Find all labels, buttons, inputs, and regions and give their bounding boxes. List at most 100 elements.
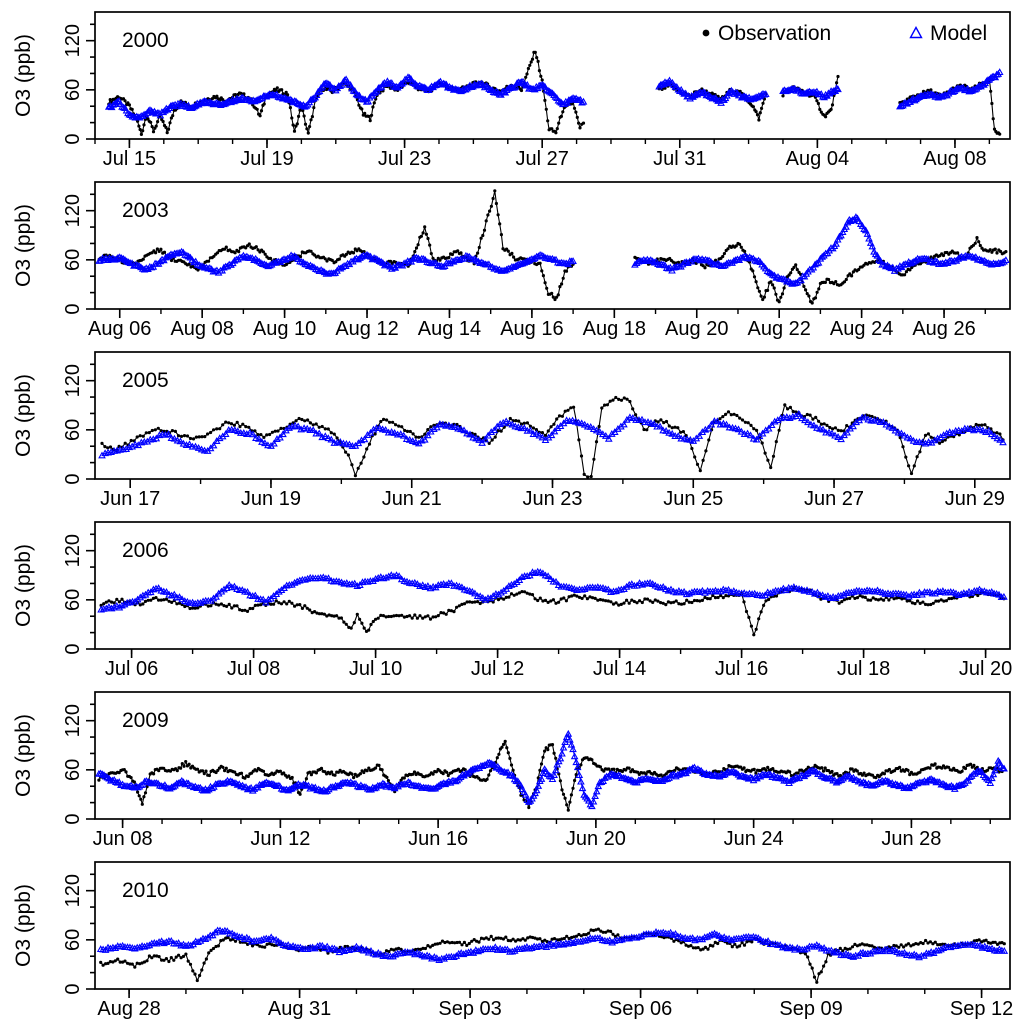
- y-tick-label: 0: [62, 983, 84, 994]
- x-tick-label: Jul 20: [959, 658, 1012, 680]
- y-axis-title: O3 (ppb): [12, 544, 35, 627]
- observation-series-markers: [99, 927, 1006, 984]
- x-tick-label: Jul 06: [105, 658, 158, 680]
- x-tick-label: Jun 19: [241, 488, 301, 510]
- model-series-markers: [104, 68, 1004, 121]
- panel-2003-plot: 0 60 120 O3 (ppb) Aug 06 Aug 08 Aug 10 Aug 12 Au…: [12, 181, 1011, 340]
- legend-model-marker-icon: [909, 26, 923, 39]
- x-tick-label: Jul 16: [715, 658, 768, 680]
- x-tick-label: Jul 23: [378, 148, 431, 170]
- y-axis-title: O3 (ppb): [12, 714, 35, 797]
- y-axis-title: O3 (ppb): [12, 374, 35, 457]
- y-tick-label: 0: [62, 473, 84, 484]
- plot-box: [94, 11, 1011, 140]
- x-tick-label: Sep 03: [438, 998, 501, 1020]
- model-series-markers: [95, 213, 1010, 287]
- x-tick-label: Jun 08: [93, 828, 153, 850]
- x-tick-label: Aug 08: [923, 148, 986, 170]
- panel-2000-plot: 0 60 120 O3 (ppb) Jul 15 Jul 19 Jul 23 Jul 27 Ju…: [12, 11, 1011, 170]
- y-tick-label: 60: [62, 759, 84, 781]
- x-tick-label: Jul 10: [349, 658, 402, 680]
- x-tick-label: Jul 15: [103, 148, 156, 170]
- y-tick-label: 60: [62, 79, 84, 101]
- x-tick-label: Jun 27: [804, 488, 864, 510]
- y-tick-label: 60: [62, 419, 84, 441]
- x-tick-label: Sep 12: [950, 998, 1013, 1020]
- legend-observation-marker-icon: [702, 29, 710, 37]
- year-label: 2005: [122, 369, 169, 392]
- x-tick-label: Aug 24: [830, 318, 893, 340]
- panel-2010-plot: 0 60 120 O3 (ppb) Aug 28 Aug 31 Sep 03 Sep 06 Se…: [12, 861, 1013, 1020]
- y-tick-label: 60: [62, 589, 84, 611]
- y-tick-label: 0: [62, 643, 84, 654]
- plot-box: [94, 181, 1011, 310]
- y-tick-label: 120: [62, 194, 84, 227]
- plot-box: [94, 691, 1011, 820]
- observation-series-markers: [107, 50, 1002, 136]
- panel-2009-plot: 0 60 120 O3 (ppb) Jun 08 Jun 12 Jun 16 Jun 20 Ju…: [12, 691, 1011, 850]
- x-tick-label: Jun 23: [522, 488, 582, 510]
- model-series-markers: [97, 567, 1008, 613]
- y-tick-label: 0: [62, 303, 84, 314]
- x-tick-label: Jun 17: [100, 488, 160, 510]
- model-series-markers: [98, 409, 1007, 459]
- x-tick-label: Aug 18: [583, 318, 646, 340]
- x-tick-label: Jul 14: [593, 658, 646, 680]
- x-tick-label: Jun 25: [663, 488, 723, 510]
- panel-2005-plot: 0 60 120 O3 (ppb) Jun 17 Jun 19 Jun 21 Jun 23 Ju…: [12, 351, 1011, 510]
- y-tick-label: 60: [62, 929, 84, 951]
- x-tick-label: Aug 08: [170, 318, 233, 340]
- x-tick-label: Jul 27: [515, 148, 568, 170]
- y-tick-label: 60: [62, 249, 84, 271]
- x-tick-label: Aug 16: [500, 318, 563, 340]
- year-label: 2009: [122, 709, 169, 732]
- model-series-line: [98, 216, 1007, 285]
- x-tick-label: Sep 06: [609, 998, 672, 1020]
- x-tick-label: Aug 06: [88, 318, 151, 340]
- y-tick-label: 120: [62, 874, 84, 907]
- panel-2006-plot: 0 60 120 O3 (ppb) Jul 06 Jul 08 Jul 10 Jul 12 Ju…: [12, 521, 1012, 680]
- y-tick-label: 120: [62, 534, 84, 567]
- x-tick-label: Jun 21: [382, 488, 442, 510]
- x-tick-label: Jun 16: [408, 828, 468, 850]
- x-tick-label: Jul 18: [837, 658, 890, 680]
- x-tick-label: Jun 29: [945, 488, 1005, 510]
- model-series-markers: [96, 926, 1009, 963]
- y-tick-label: 0: [62, 133, 84, 144]
- year-label: 2010: [122, 879, 169, 902]
- year-label: 2003: [122, 199, 169, 222]
- x-tick-label: Aug 12: [335, 318, 398, 340]
- legend-observation-label: Observation: [718, 22, 831, 45]
- x-tick-label: Aug 20: [665, 318, 728, 340]
- x-tick-label: Aug 26: [912, 318, 975, 340]
- y-axis-title: O3 (ppb): [12, 204, 35, 287]
- x-tick-label: Jun 24: [724, 828, 784, 850]
- x-tick-label: Jun 20: [566, 828, 626, 850]
- x-tick-label: Jul 08: [227, 658, 280, 680]
- plot-box: [94, 861, 1011, 990]
- x-tick-label: Aug 14: [418, 318, 481, 340]
- x-tick-label: Aug 31: [268, 998, 331, 1020]
- y-tick-label: 120: [62, 364, 84, 397]
- y-axis-title: O3 (ppb): [12, 884, 35, 967]
- y-tick-label: 120: [62, 24, 84, 57]
- x-tick-label: Jul 31: [653, 148, 706, 170]
- y-axis-title: O3 (ppb): [12, 34, 35, 117]
- x-tick-label: Aug 10: [253, 318, 316, 340]
- x-tick-label: Aug 22: [747, 318, 810, 340]
- y-tick-label: 120: [62, 704, 84, 737]
- x-tick-label: Jul 19: [240, 148, 293, 170]
- model-series-markers: [95, 729, 1008, 810]
- x-tick-label: Jul 12: [471, 658, 524, 680]
- plot-box: [94, 521, 1011, 650]
- x-tick-label: Jun 28: [881, 828, 941, 850]
- x-tick-label: Aug 28: [97, 998, 160, 1020]
- legend-model-label: Model: [930, 22, 987, 45]
- x-tick-label: Aug 04: [786, 148, 849, 170]
- year-label: 2006: [122, 539, 169, 562]
- y-tick-label: 0: [62, 813, 84, 824]
- x-tick-label: Sep 09: [779, 998, 842, 1020]
- x-tick-label: Jun 12: [250, 828, 310, 850]
- observation-series-line: [100, 586, 1004, 637]
